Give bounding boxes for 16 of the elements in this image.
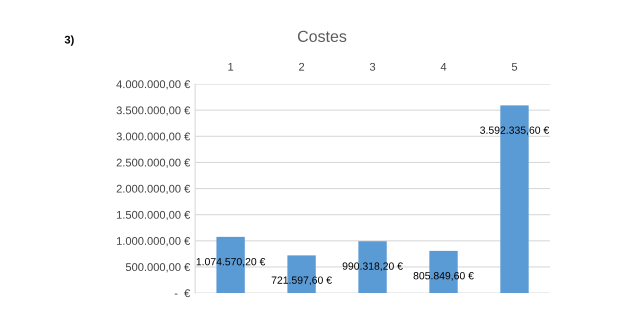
y-tick-label: 3.500.000,00 € [116, 106, 190, 116]
y-tick-label: - € [174, 289, 190, 298]
chart-title: Costes [298, 30, 346, 42]
text: 3) [64, 35, 74, 46]
y-tick-label: 1.500.000,00 € [116, 210, 190, 220]
y-tick-label: 4.000.000,00 € [116, 80, 190, 90]
x-tick-label: 4 [440, 62, 446, 71]
y-tick-label: 1.000.000,00 € [116, 237, 190, 246]
x-tick-label: 3 [370, 62, 376, 71]
x-tick-label: 1 [228, 62, 234, 71]
y-tick-label: 2.000.000,00 € [116, 184, 190, 194]
y-tick-label: 500.000,00 € [126, 263, 190, 272]
x-tick-label: 2 [299, 62, 304, 71]
y-tick-label: 3.000.000,00 € [116, 132, 190, 142]
y-tick-label: 2.500.000,00 € [116, 158, 190, 168]
x-tick-label: 5 [512, 62, 518, 71]
